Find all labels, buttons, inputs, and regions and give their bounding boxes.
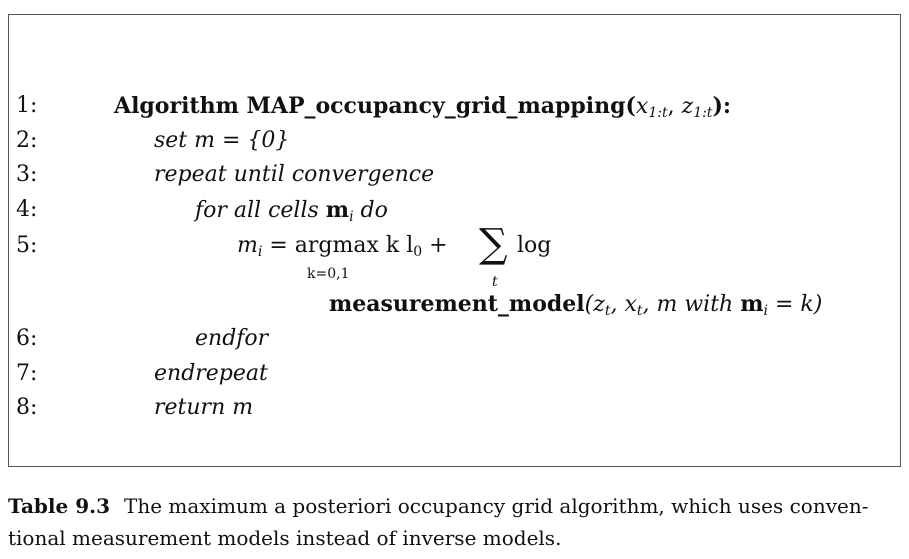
algorithm-line-1: 1: Algorithm MAP_occupancy_grid_mapping(… [9,91,900,121]
map-update-formula: mi = argmax k l0 + [237,233,448,260]
caption-label: Table 9.3 [8,494,110,518]
measurement-model-call: measurement_model(zt, xt, m with mi = k) [329,291,823,319]
line-number: 7: [16,361,38,386]
line-number: 4: [16,197,38,222]
algorithm-box: 1: Algorithm MAP_occupancy_grid_mapping(… [8,14,901,467]
return-statement: return m [154,395,254,420]
line-number: 6: [16,326,38,351]
argmax-subscript: k=0,1 [307,266,350,282]
line-number: 8: [16,395,38,420]
table-caption: Table 9.3 The maximum a posteriori occupa… [8,490,901,554]
algorithm-line-5: 5: mi = argmax k l0 + k=0,1 ∑ t log [9,224,900,291]
log-function: log [517,233,552,258]
set-statement: set m = {0} [154,128,290,153]
algorithm-header: Algorithm MAP_occupancy_grid_mapping(x1:… [114,93,731,121]
line-number: 5: [16,233,38,258]
algorithm-line-6: 6: endfor [9,324,900,354]
algorithm-line-2: 2: set m = {0} [9,126,900,156]
repeat-statement: repeat until convergence [154,162,435,187]
caption-text: The maximum a posteriori occupancy grid … [8,494,869,550]
for-statement: for all cells mi do [195,197,388,225]
algorithm-line-8: 8: return m [9,393,900,423]
algorithm-line-5-continuation: measurement_model(zt, xt, m with mi = k) [9,289,900,319]
algorithm-line-3: 3: repeat until convergence [9,160,900,190]
line-number: 2: [16,128,38,153]
summation-subscript: t [492,274,498,290]
line-number: 1: [16,93,38,118]
summation-symbol: ∑ [479,221,508,267]
line-number: 3: [16,162,38,187]
algorithm-line-4: 4: for all cells mi do [9,195,900,225]
algorithm-line-7: 7: endrepeat [9,359,900,389]
endfor-statement: endfor [195,326,269,351]
endrepeat-statement: endrepeat [154,361,268,386]
